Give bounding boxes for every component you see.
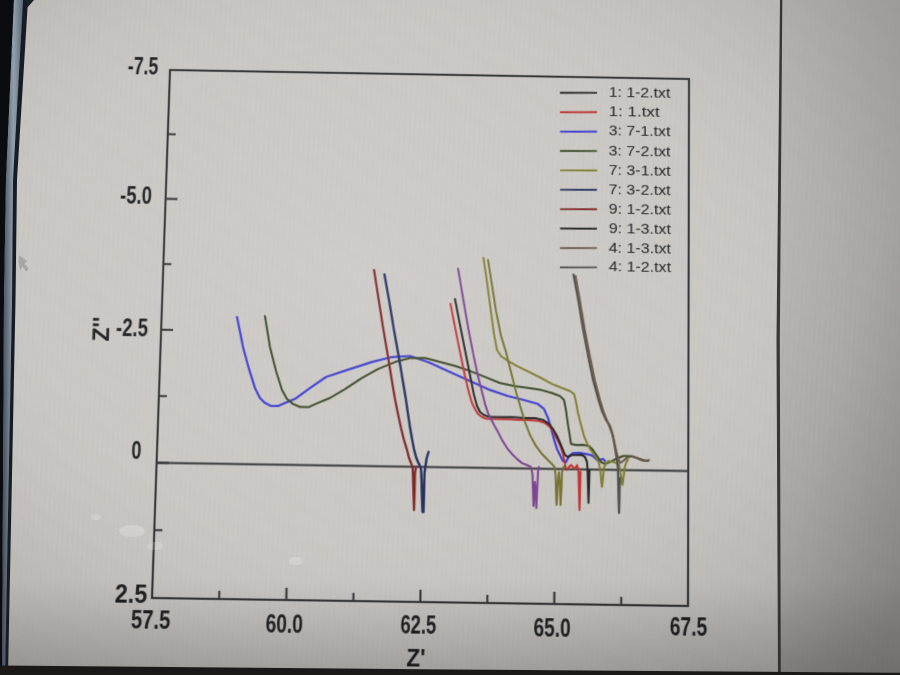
svg-text:7: 3-1.txt: 7: 3-1.txt <box>609 162 671 179</box>
svg-text:3: 7-1.txt: 3: 7-1.txt <box>609 124 671 141</box>
svg-text:Z'': Z'' <box>87 316 115 341</box>
svg-text:0: 0 <box>131 437 142 465</box>
svg-text:9: 1-3.txt: 9: 1-3.txt <box>609 221 671 238</box>
svg-text:-2.5: -2.5 <box>116 315 149 343</box>
svg-text:1: 1-2.txt: 1: 1-2.txt <box>609 85 671 102</box>
svg-text:67.5: 67.5 <box>670 614 707 643</box>
svg-text:7: 3-2.txt: 7: 3-2.txt <box>609 182 671 199</box>
svg-text:2.5: 2.5 <box>114 580 147 609</box>
svg-text:9: 1-2.txt: 9: 1-2.txt <box>609 201 671 218</box>
svg-text:60.0: 60.0 <box>265 610 303 639</box>
svg-text:62.5: 62.5 <box>400 611 436 640</box>
svg-text:1: 1.txt: 1: 1.txt <box>609 104 660 121</box>
svg-text:4: 1-2.txt: 4: 1-2.txt <box>609 259 671 276</box>
svg-text:-7.5: -7.5 <box>127 53 158 80</box>
svg-text:3: 7-2.txt: 3: 7-2.txt <box>609 143 671 160</box>
svg-text:4: 1-3.txt: 4: 1-3.txt <box>609 240 671 257</box>
svg-text:57.5: 57.5 <box>130 606 171 635</box>
svg-text:Z': Z' <box>406 645 426 672</box>
svg-text:65.0: 65.0 <box>533 615 570 644</box>
svg-text:-5.0: -5.0 <box>120 182 153 210</box>
